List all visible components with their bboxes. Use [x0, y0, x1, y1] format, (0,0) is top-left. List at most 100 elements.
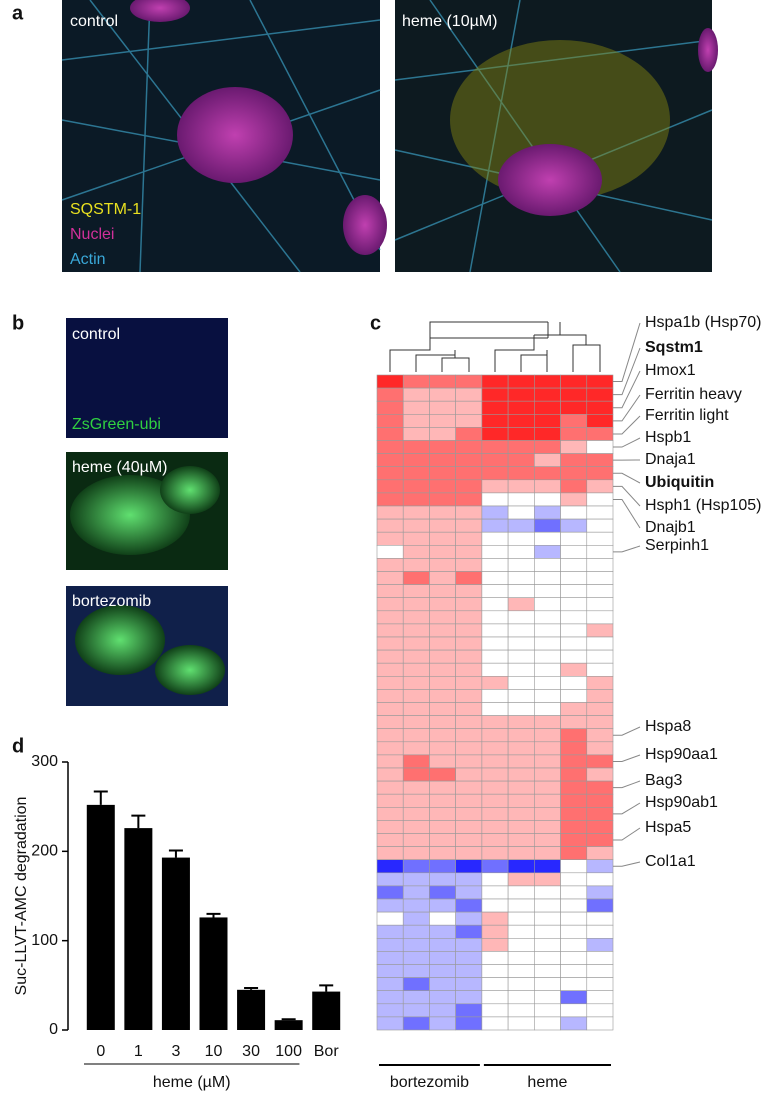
heatmap-cell — [429, 898, 456, 913]
heatmap-cell — [560, 636, 588, 651]
heatmap-cell — [534, 558, 561, 572]
heatmap-cell — [560, 872, 588, 887]
heatmap-cell — [429, 924, 456, 939]
heatmap-cell — [376, 571, 404, 585]
heatmap-cell — [586, 924, 614, 939]
heatmap-cell — [481, 374, 509, 389]
heatmap-cell — [402, 859, 430, 874]
heatmap-cell — [560, 951, 588, 965]
heatmap-cell — [586, 793, 614, 808]
gene-label: Hsph1 (Hsp105) — [645, 497, 762, 514]
heatmap-cell — [402, 649, 430, 664]
panel-label: c — [370, 312, 381, 334]
heatmap-cell — [376, 924, 404, 939]
heatmap-cell — [560, 374, 588, 389]
heatmap-cell — [402, 767, 430, 782]
heatmap-cell — [586, 387, 614, 402]
heatmap-cell — [534, 728, 561, 743]
heatmap-cell — [586, 872, 614, 887]
heatmap-cell — [586, 662, 614, 677]
heatmap-cell — [455, 833, 483, 847]
heatmap-cell — [586, 806, 614, 821]
heatmap-cell — [455, 649, 483, 664]
heatmap-cell — [586, 584, 614, 598]
heatmap-cell — [402, 518, 430, 533]
heatmap-cell — [534, 597, 561, 612]
heatmap-cell — [534, 833, 561, 847]
heatmap-cell — [402, 479, 430, 494]
heatmap-cell — [402, 492, 430, 507]
heatmap-cell — [429, 728, 456, 743]
heatmap-cell — [560, 466, 588, 481]
heatmap-cell — [586, 479, 614, 494]
error-bar — [168, 849, 183, 858]
y-axis-label: Suc-LLVT-AMC degradation — [13, 797, 30, 996]
heatmap-cell — [402, 728, 430, 743]
heatmap-cell — [376, 374, 404, 389]
x-tick-label: 3 — [171, 1043, 180, 1060]
heatmap-cell — [586, 492, 614, 507]
heatmap-cell — [586, 636, 614, 651]
heatmap-cell — [402, 413, 430, 428]
heatmap-cell — [376, 649, 404, 664]
heatmap-cell — [481, 780, 509, 795]
heatmap-cell — [402, 820, 430, 834]
heatmap-cell — [429, 400, 456, 415]
heatmap-cell — [586, 898, 614, 913]
heatmap-cell — [376, 820, 404, 834]
heatmap-cell — [455, 702, 483, 716]
heatmap-cell — [534, 1003, 561, 1018]
heatmap-cell — [455, 715, 483, 729]
heatmap-cell — [376, 492, 404, 507]
x-tick-label: Bor — [314, 1043, 340, 1060]
x-tick-label: 0 — [96, 1043, 105, 1060]
gene-label: Dnajb1 — [645, 519, 696, 536]
label-connector — [613, 437, 641, 448]
heatmap-cell — [481, 937, 509, 952]
heatmap-cell — [560, 820, 588, 834]
heatmap-cell — [586, 767, 614, 782]
heatmap-cell — [507, 571, 535, 585]
heatmap-cell — [402, 558, 430, 572]
heatmap-cell — [481, 872, 509, 887]
heatmap-cell — [402, 780, 430, 795]
heatmap-cell — [376, 597, 404, 612]
heatmap-cell — [560, 924, 588, 939]
heatmap-cell — [586, 466, 614, 481]
legend-entry: Nuclei — [70, 226, 114, 243]
heatmap-cell — [560, 793, 588, 808]
heatmap-cell — [481, 558, 509, 572]
heatmap-cell — [429, 453, 456, 468]
heatmap-cell — [586, 505, 614, 520]
heatmap-cell — [507, 374, 535, 389]
heatmap-cell — [586, 754, 614, 769]
label-connector — [613, 754, 641, 762]
heatmap-cell — [429, 558, 456, 572]
heatmap-cell — [507, 951, 535, 965]
heatmap-cell — [455, 466, 483, 481]
heatmap-cell — [507, 793, 535, 808]
error-bar — [206, 912, 221, 918]
heatmap-cell — [376, 780, 404, 795]
heatmap-cell — [534, 427, 561, 441]
heatmap-cell — [507, 780, 535, 795]
heatmap-cell — [507, 1016, 535, 1031]
label-connector — [613, 498, 641, 529]
label-connector — [613, 370, 641, 409]
heatmap-cell — [402, 951, 430, 965]
heatmap-cell — [560, 741, 588, 756]
y-tick-label: 0 — [49, 1021, 58, 1038]
bar — [124, 828, 153, 1030]
heatmap-cell — [402, 846, 430, 860]
heatmap-cell — [507, 413, 535, 428]
heatmap-cell — [534, 767, 561, 782]
heatmap-cell — [481, 885, 509, 900]
heatmap-cell — [481, 544, 509, 559]
heatmap-cell — [481, 702, 509, 716]
heatmap-cell — [586, 1003, 614, 1018]
heatmap-cell — [560, 702, 588, 716]
heatmap-cell — [586, 964, 614, 978]
heatmap-cell — [402, 937, 430, 952]
gene-label: Dnaja1 — [645, 451, 696, 468]
heatmap-cell — [586, 689, 614, 703]
